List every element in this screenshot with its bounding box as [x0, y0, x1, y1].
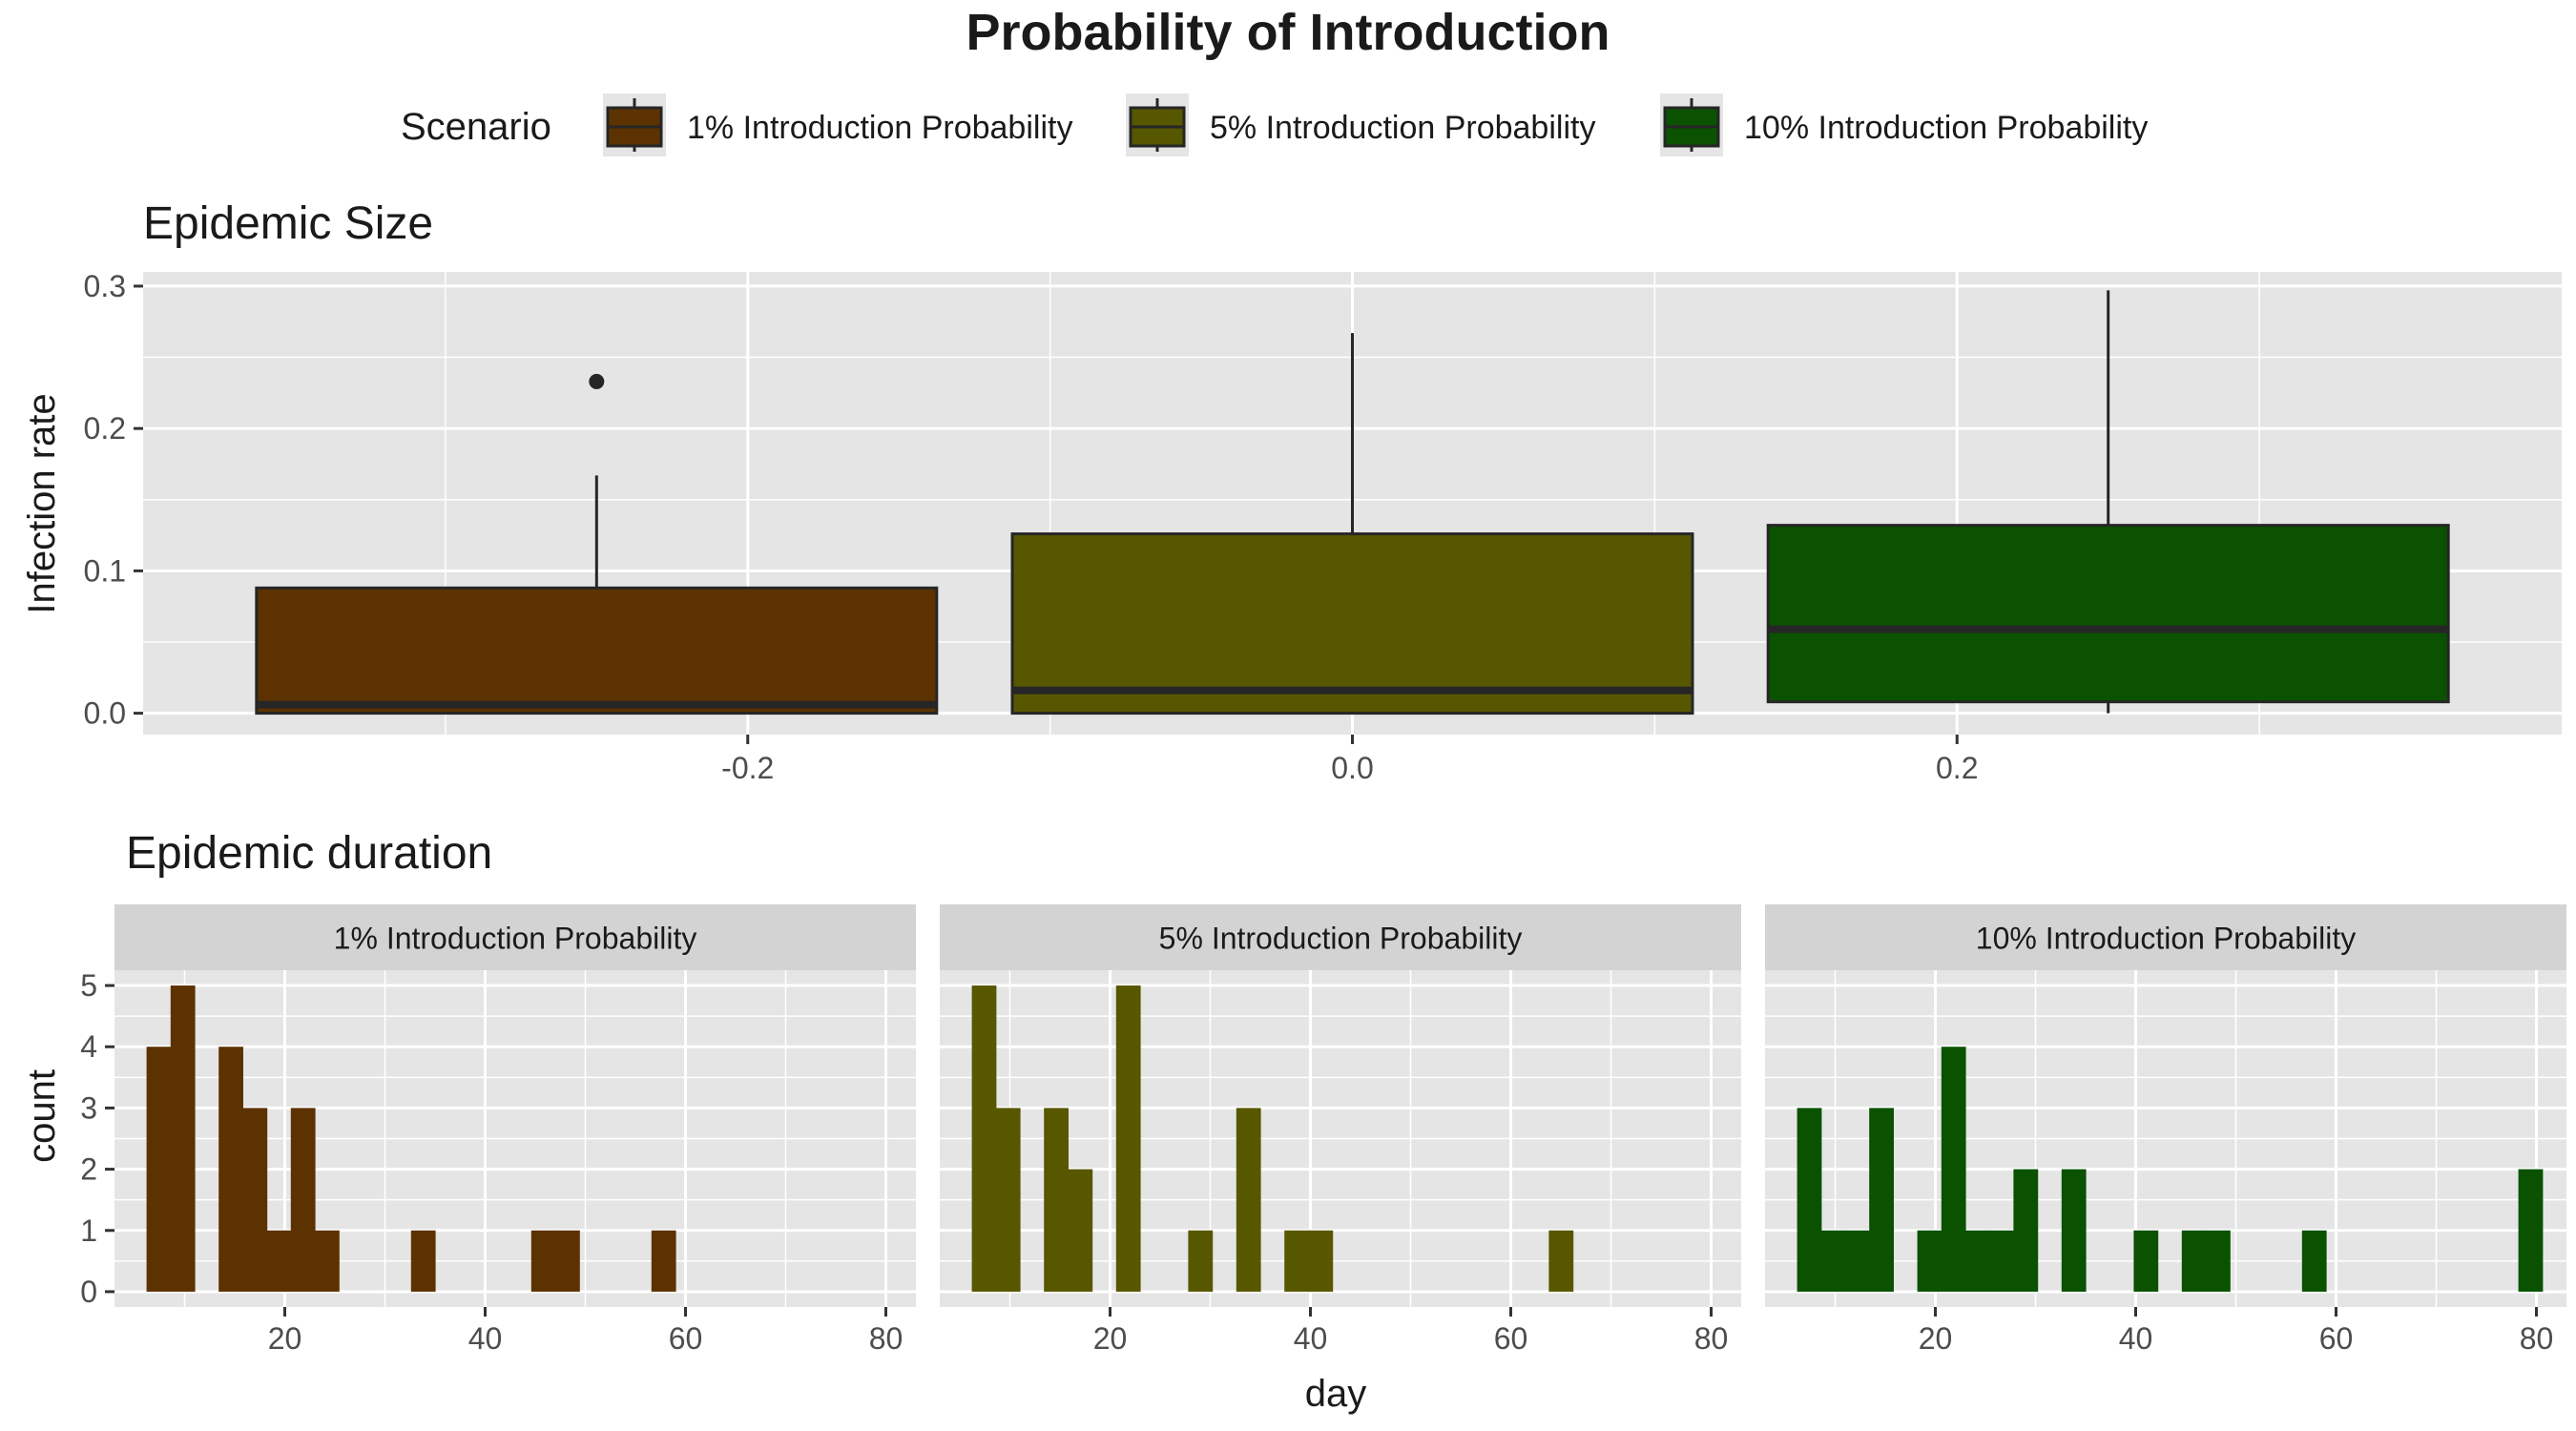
- facet: 10% Introduction Probability 20 40 60 80: [1765, 904, 2566, 1356]
- histogram-bar: [2518, 1169, 2544, 1292]
- x-tick-label: 20: [268, 1321, 302, 1356]
- histogram-bar: [1989, 1230, 2014, 1292]
- histogram-bar: [1797, 1108, 1822, 1292]
- x-tick-label: 0.0: [1331, 751, 1373, 785]
- histogram-bar: [1965, 1230, 1990, 1292]
- x-tick-label: -0.2: [721, 751, 774, 785]
- x-tick-label: 80: [2520, 1321, 2554, 1356]
- outlier-point: [589, 373, 605, 389]
- histogram-bar: [218, 1047, 243, 1292]
- histogram-bar: [2013, 1169, 2039, 1292]
- histogram-bar: [995, 1108, 1021, 1292]
- histogram-bar: [1308, 1230, 1334, 1292]
- histogram-bar: [2181, 1230, 2207, 1292]
- histogram-bar: [651, 1230, 676, 1292]
- legend-title: Scenario: [401, 106, 551, 148]
- histogram-bar: [2301, 1230, 2327, 1292]
- y-tick-label: 0.2: [84, 411, 126, 446]
- x-tick-label: 60: [2319, 1321, 2354, 1356]
- facet-strip: [940, 904, 1741, 970]
- x-tick-label: 60: [669, 1321, 703, 1356]
- histogram-bar: [1044, 1108, 1069, 1292]
- histogram-bar: [410, 1230, 436, 1292]
- facet-strip: [1765, 904, 2566, 970]
- x-tick-label: 40: [468, 1321, 503, 1356]
- histogram-bar: [1548, 1230, 1574, 1292]
- histogram-bar: [530, 1230, 556, 1292]
- x-tick-label: 20: [1093, 1321, 1128, 1356]
- epidemic-size-panel: Epidemic Size Infection rate -0.2 0.0 0.2 0…: [21, 198, 2562, 785]
- histogram-bar: [1869, 1108, 1894, 1292]
- histogram-bar: [170, 985, 196, 1292]
- epidemic-size-title: Epidemic Size: [143, 198, 433, 249]
- x-tick-label: 0.2: [1936, 751, 1978, 785]
- histogram-bar: [1188, 1230, 1214, 1292]
- histogram-bar: [1068, 1169, 1093, 1292]
- y-tick-label: 0.0: [84, 696, 126, 731]
- box-iqr: [1766, 524, 2450, 704]
- day-axis-label: day: [1305, 1373, 1367, 1415]
- facet-strip-label: 1% Introduction Probability: [334, 922, 697, 956]
- histogram-bar: [1236, 1108, 1261, 1292]
- histogram-bar: [146, 1047, 172, 1292]
- box-iqr: [1010, 532, 1694, 716]
- y-tick-label: 0: [80, 1275, 97, 1309]
- y-tick-label: 0.1: [84, 553, 126, 588]
- facet: 5% Introduction Probability 20 40 60 80: [940, 904, 1741, 1356]
- infection-rate-axis-label: Infection rate: [21, 393, 63, 613]
- y-tick-label: 0.3: [84, 269, 126, 303]
- epidemic-duration-title: Epidemic duration: [126, 828, 492, 879]
- x-tick-label: 60: [1494, 1321, 1528, 1356]
- histogram-bar: [1941, 1047, 1966, 1292]
- histogram-bar: [1115, 985, 1141, 1292]
- count-axis-label: count: [21, 1069, 63, 1163]
- legend-entry-label: 1% Introduction Probability: [687, 110, 1072, 146]
- box-iqr: [255, 586, 939, 716]
- boxplot: [1766, 290, 2450, 714]
- histogram-bar: [971, 985, 997, 1292]
- legend-entry: 10% Introduction Probability: [1660, 93, 2148, 156]
- histogram-bar: [1845, 1230, 1870, 1292]
- y-tick-label: 4: [80, 1029, 97, 1064]
- histogram-bar: [242, 1108, 268, 1292]
- histogram-bar: [2206, 1230, 2231, 1292]
- facet: 1% Introduction Probability 20 40 60 80 0 1 2 3 4…: [80, 904, 916, 1356]
- y-tick-label: 3: [80, 1090, 97, 1125]
- x-tick-label: 40: [2119, 1321, 2153, 1356]
- histogram-bar: [1820, 1230, 1846, 1292]
- histogram-bar: [1917, 1230, 1942, 1292]
- legend-entry: 5% Introduction Probability: [1126, 93, 1595, 156]
- histogram-bar: [2061, 1169, 2087, 1292]
- legend-entry-label: 5% Introduction Probability: [1210, 110, 1595, 146]
- facet-strip: [114, 904, 916, 970]
- x-tick-label: 80: [1694, 1321, 1729, 1356]
- histogram-bar: [315, 1230, 340, 1292]
- chart-title: Probability of Introduction: [966, 4, 1610, 61]
- legend-entry: 1% Introduction Probability: [603, 93, 1072, 156]
- y-tick-label: 2: [80, 1152, 97, 1187]
- histogram-bar: [2133, 1230, 2159, 1292]
- histogram-bar: [266, 1230, 292, 1292]
- x-tick-label: 40: [1294, 1321, 1328, 1356]
- histogram-bar: [290, 1108, 316, 1292]
- legend-entry-label: 10% Introduction Probability: [1744, 110, 2148, 146]
- facet-strip-label: 10% Introduction Probability: [1976, 922, 2356, 956]
- epidemic-duration-panel: Epidemic duration count day 1% Introduct…: [21, 828, 2566, 1415]
- boxplot: [255, 373, 939, 716]
- legend: Scenario 1% Introduction Probability 5% I…: [401, 93, 2148, 156]
- histogram-bar: [1284, 1230, 1309, 1292]
- x-tick-label: 20: [1919, 1321, 1953, 1356]
- facet-strip-label: 5% Introduction Probability: [1159, 922, 1523, 956]
- boxplot: [1010, 333, 1694, 716]
- x-tick-label: 80: [869, 1321, 904, 1356]
- histogram-bar: [555, 1230, 580, 1292]
- y-tick-label: 1: [80, 1213, 97, 1248]
- y-tick-label: 5: [80, 968, 97, 1003]
